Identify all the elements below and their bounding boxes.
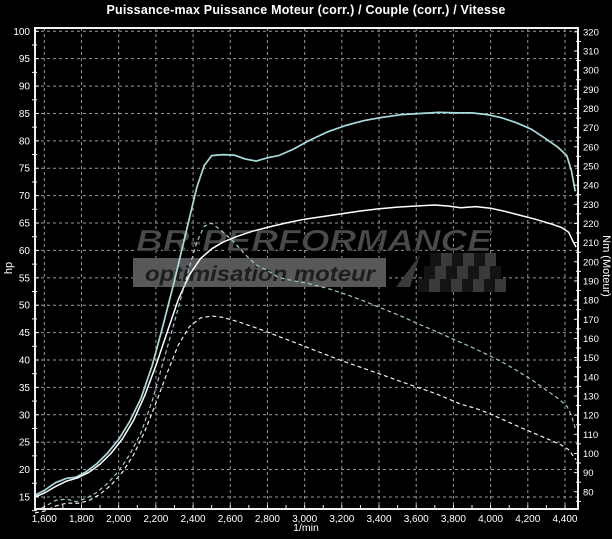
- y-tick-label-left: 45: [19, 328, 31, 339]
- y-tick-label-left: 75: [19, 164, 31, 175]
- y-tick-label-left: 95: [19, 54, 31, 65]
- flag-square: [429, 279, 440, 292]
- flag-square: [479, 266, 490, 279]
- y-tick-label-right: 280: [583, 104, 599, 115]
- flag-square: [435, 266, 446, 279]
- puissance-moteur-corr-run-b-curve: [34, 204, 577, 498]
- axis-tick-labels: 1,600 1,800 2,000 2,200 2,400 2,600 2,800 3,000…: [13, 27, 599, 525]
- plot-frame: [32, 27, 581, 512]
- x-tick-label: 3,600: [404, 514, 429, 525]
- flag-square: [462, 279, 473, 292]
- y-tick-label-right: 270: [583, 123, 599, 134]
- checkered-flag-icon: [396, 253, 506, 292]
- y-tick-label-right: 190: [583, 276, 599, 287]
- flag-square: [451, 279, 462, 292]
- chart-title: Puissance-max Puissance Moteur (corr.) /…: [106, 3, 506, 17]
- flag-square: [484, 279, 495, 292]
- flag-square: [457, 266, 468, 279]
- y-tick-label-right: 240: [583, 181, 599, 192]
- y-tick-label-right: 90: [583, 468, 594, 479]
- y-tick-label-left: 25: [19, 438, 31, 449]
- y-tick-label-right: 230: [583, 200, 599, 211]
- x-tick-label: 1,800: [69, 514, 94, 525]
- y-tick-label-right: 150: [583, 353, 599, 364]
- y-tick-label-left: 60: [19, 246, 31, 257]
- flag-square: [424, 266, 435, 279]
- y-tick-label-right: 180: [583, 296, 599, 307]
- flag-square: [452, 253, 463, 266]
- y-tick-label-right: 120: [583, 411, 599, 422]
- flag-square: [418, 279, 429, 292]
- y-tick-label-left: 70: [19, 191, 31, 202]
- curves: [34, 111, 577, 514]
- flag-square: [463, 253, 474, 266]
- x-tick-label: 3,800: [441, 514, 466, 525]
- y-tick-label-left: 50: [19, 301, 31, 312]
- y-tick-label-left: 80: [19, 136, 31, 147]
- x-axis-label: 1/min: [293, 522, 319, 534]
- y-axis-right-label: Nm (Moteur): [600, 235, 612, 297]
- x-tick-label: 4,200: [515, 514, 540, 525]
- x-tick-label: 3,200: [329, 514, 354, 525]
- plot-border: [34, 27, 579, 510]
- flag-square: [473, 279, 484, 292]
- y-tick-label-right: 80: [583, 487, 594, 498]
- x-tick-label: 3,400: [367, 514, 392, 525]
- y-tick-label-right: 100: [583, 449, 599, 460]
- x-tick-label: 2,200: [143, 514, 168, 525]
- y-tick-label-left: 40: [19, 355, 31, 366]
- y-tick-label-right: 290: [583, 85, 599, 96]
- x-tick-label: 2,400: [181, 514, 206, 525]
- y-tick-label-left: 15: [19, 492, 31, 503]
- puissance-moteur-corr-run-a-curve: [34, 111, 577, 497]
- y-tick-label-left: 100: [13, 27, 30, 38]
- flag-square: [446, 266, 457, 279]
- flag-swoosh: [396, 255, 420, 287]
- x-tick-label: 1,600: [32, 514, 57, 525]
- x-tick-label: 2,600: [218, 514, 243, 525]
- y-tick-label-right: 310: [583, 46, 599, 57]
- x-tick-label: 3,000: [292, 514, 317, 525]
- y-tick-label-right: 300: [583, 66, 599, 77]
- flag-square: [490, 266, 501, 279]
- watermark: BR-PERFORMANCE optimisation moteur: [133, 223, 506, 292]
- y-tick-label-left: 20: [19, 465, 31, 476]
- y-tick-label-left: 35: [19, 383, 31, 394]
- y-tick-label-left: 30: [19, 410, 31, 421]
- y-tick-label-right: 160: [583, 334, 599, 345]
- flag-square: [440, 279, 451, 292]
- x-tick-label: 2,000: [106, 514, 131, 525]
- y-tick-label-right: 220: [583, 219, 599, 230]
- watermark-brand: BR-PERFORMANCE: [136, 223, 494, 258]
- x-tick-label: 2,800: [255, 514, 280, 525]
- x-tick-label: 4,000: [478, 514, 503, 525]
- y-tick-label-right: 140: [583, 372, 599, 383]
- y-tick-label-right: 200: [583, 257, 599, 268]
- y-tick-label-left: 55: [19, 273, 31, 284]
- y-tick-label-left: 85: [19, 109, 31, 120]
- flag-square: [468, 266, 479, 279]
- flag-square: [474, 253, 485, 266]
- flag-square: [430, 253, 441, 266]
- y-tick-label-right: 170: [583, 315, 599, 326]
- watermark-bar: [133, 258, 386, 287]
- flag-square: [485, 253, 496, 266]
- couple-corr-run-b-curve: [34, 315, 577, 514]
- flag-square: [495, 279, 506, 292]
- couple-corr-run-a-curve: [34, 222, 576, 511]
- x-tick-label: 4,400: [552, 514, 577, 525]
- y-tick-label-right: 110: [583, 430, 598, 441]
- y-tick-label-right: 320: [583, 27, 599, 38]
- flag-square: [441, 253, 452, 266]
- y-tick-label-right: 260: [583, 142, 599, 153]
- y-tick-label-right: 210: [583, 238, 599, 249]
- y-tick-label-left: 65: [19, 219, 31, 230]
- y-tick-label-right: 250: [583, 161, 599, 172]
- watermark-tagline: optimisation moteur: [145, 263, 377, 286]
- y-tick-label-right: 130: [583, 391, 599, 402]
- y-tick-label-left: 90: [19, 82, 31, 93]
- y-axis-left-label: hp: [3, 262, 15, 274]
